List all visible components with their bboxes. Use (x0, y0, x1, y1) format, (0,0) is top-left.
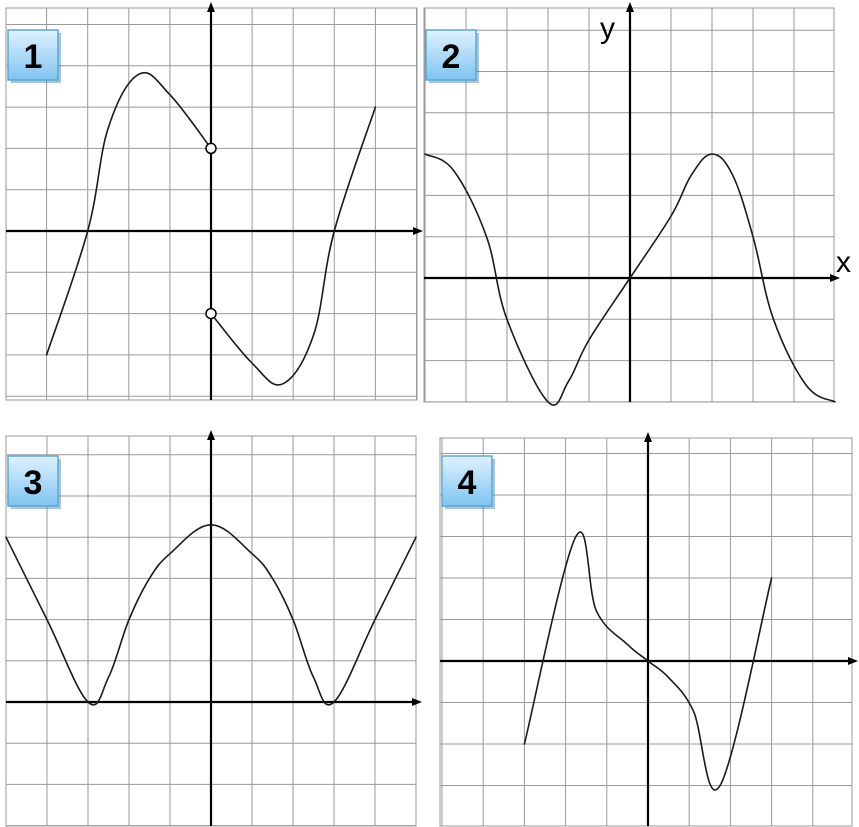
badge-box (441, 455, 493, 507)
panel-number-badge: 3 (7, 455, 61, 509)
x-axis-arrow (830, 274, 840, 282)
badge-box (7, 455, 59, 507)
x-axis-arrow (413, 227, 423, 235)
badge-number: 3 (24, 464, 43, 502)
panel-frame (439, 437, 853, 827)
y-axis-label: y (600, 12, 615, 45)
chart-panel-4: 4 (439, 432, 858, 827)
x-axis-label: x (836, 246, 851, 279)
badge-number: 1 (24, 38, 43, 76)
badge-number: 4 (458, 464, 477, 502)
panel-number-badge: 1 (7, 29, 61, 83)
y-axis-arrow (207, 430, 215, 440)
x-axis-arrow (848, 657, 858, 665)
panel-number-badge: 2 (425, 29, 479, 83)
chart-panel-1: 1 (5, 2, 423, 401)
open-point-2 (205, 307, 217, 320)
badge-number: 2 (442, 38, 461, 76)
y-axis-arrow (626, 2, 634, 12)
x-axis-arrow (412, 698, 422, 706)
series-curve-1 (5, 524, 417, 706)
badge-box (7, 29, 59, 81)
series-curve-1 (523, 531, 773, 791)
badge-box (425, 29, 477, 81)
gridlines (440, 438, 852, 826)
open-point-1 (205, 142, 217, 155)
panel-number-badge: 4 (441, 455, 495, 509)
series-curve-1 (45, 71, 212, 356)
y-axis-arrow (644, 432, 652, 442)
chart-panel-3: 3 (5, 430, 422, 827)
series-curve-1 (424, 153, 836, 406)
series-curve-2 (210, 106, 377, 386)
y-axis-arrow (207, 2, 215, 12)
chart-panel-2: x y 2 (423, 2, 851, 406)
